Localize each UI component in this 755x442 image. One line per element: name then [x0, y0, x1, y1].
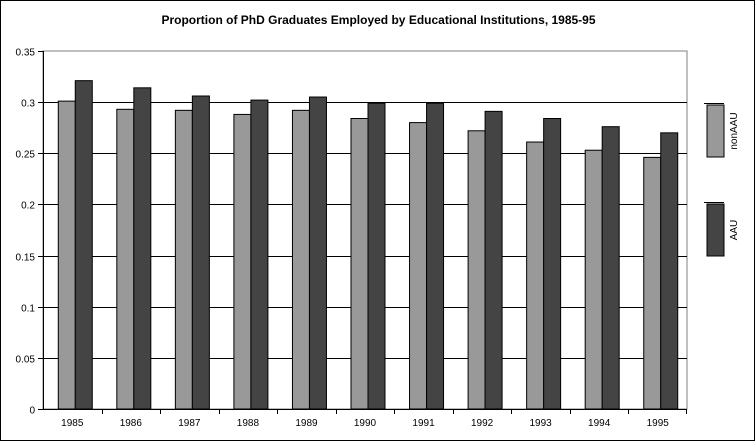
x-tick-label: 1992 — [471, 418, 494, 429]
x-tick-label: 1989 — [295, 418, 318, 429]
bar-AAU-1995 — [660, 132, 679, 410]
bar-AAU-1988 — [250, 99, 269, 410]
bar-nonAAU-1995 — [643, 156, 662, 410]
y-tick-label: 0.25 — [16, 150, 36, 161]
x-tick-label: 1995 — [647, 418, 670, 429]
bar-AAU-1994 — [601, 126, 620, 410]
legend-swatch-AAU — [706, 203, 725, 257]
bar-AAU-1991 — [426, 102, 445, 410]
y-tick-label: 0.2 — [21, 201, 35, 212]
bar-nonAAU-1986 — [116, 108, 135, 410]
bar-AAU-1992 — [484, 110, 503, 410]
bar-nonAAU-1989 — [291, 109, 310, 410]
bar-AAU-1989 — [308, 96, 327, 410]
y-tick-label: 0.05 — [16, 355, 36, 366]
bar-nonAAU-1993 — [526, 141, 545, 410]
y-tick-label: 0 — [29, 406, 35, 417]
legend-label-nonAAU: nonAAU — [729, 112, 740, 149]
bar-AAU-1985 — [74, 80, 93, 410]
y-tick-label: 0.35 — [16, 48, 36, 59]
bar-nonAAU-1994 — [584, 149, 603, 410]
legend-label-AAU: AAU — [729, 220, 740, 241]
x-tick-label: 1985 — [61, 418, 84, 429]
x-tick-label: 1987 — [178, 418, 201, 429]
y-tick-label: 0.1 — [21, 304, 35, 315]
legend-swatch-nonAAU — [706, 104, 725, 158]
y-tick-label: 0.3 — [21, 99, 35, 110]
bar-nonAAU-1985 — [57, 100, 76, 410]
x-tick-label: 1994 — [588, 418, 611, 429]
bar-nonAAU-1990 — [350, 118, 369, 410]
x-tick-label: 1990 — [354, 418, 377, 429]
bar-nonAAU-1992 — [467, 130, 486, 410]
y-tick-label: 0.15 — [16, 253, 36, 264]
x-tick-label: 1986 — [120, 418, 143, 429]
bar-nonAAU-1991 — [409, 122, 428, 410]
bar-AAU-1987 — [191, 95, 210, 410]
bar-nonAAU-1987 — [174, 109, 193, 410]
bar-AAU-1993 — [543, 118, 562, 410]
x-tick-label: 1988 — [237, 418, 260, 429]
bar-nonAAU-1988 — [233, 113, 252, 410]
chart-title: Proportion of PhD Graduates Employed by … — [161, 13, 596, 27]
x-tick-label: 1991 — [412, 418, 435, 429]
bar-AAU-1990 — [367, 102, 386, 410]
x-tick-label: 1993 — [530, 418, 553, 429]
bar-AAU-1986 — [133, 87, 152, 410]
